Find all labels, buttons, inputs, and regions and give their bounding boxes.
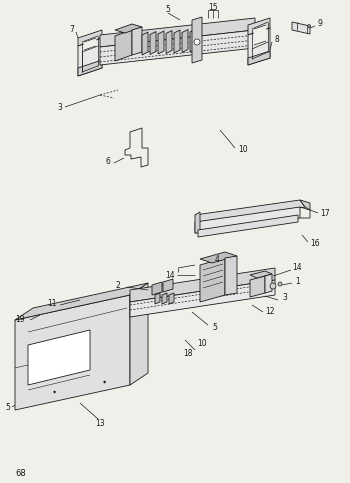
Polygon shape xyxy=(200,258,225,302)
Circle shape xyxy=(270,283,276,289)
Text: 7: 7 xyxy=(70,26,75,34)
Polygon shape xyxy=(192,17,202,63)
Text: ◆: ◆ xyxy=(104,380,106,384)
Text: ◆: ◆ xyxy=(54,391,57,395)
Polygon shape xyxy=(195,207,300,233)
Circle shape xyxy=(278,282,282,286)
Polygon shape xyxy=(115,24,142,33)
Polygon shape xyxy=(78,60,102,76)
Polygon shape xyxy=(78,30,102,46)
Polygon shape xyxy=(248,51,270,65)
Text: 13: 13 xyxy=(95,418,105,427)
Text: 14: 14 xyxy=(292,264,302,272)
Polygon shape xyxy=(174,30,180,53)
Polygon shape xyxy=(225,256,237,295)
Polygon shape xyxy=(248,18,270,35)
Circle shape xyxy=(308,25,310,28)
Polygon shape xyxy=(150,31,156,55)
Polygon shape xyxy=(292,22,310,34)
Text: 10: 10 xyxy=(238,145,248,155)
Text: 16: 16 xyxy=(310,239,320,247)
Polygon shape xyxy=(163,279,173,292)
Polygon shape xyxy=(132,27,142,55)
Text: 17: 17 xyxy=(320,209,330,217)
Text: 5: 5 xyxy=(212,324,217,332)
Text: 6: 6 xyxy=(106,157,111,167)
Polygon shape xyxy=(190,29,196,52)
Text: 5: 5 xyxy=(166,5,170,14)
Polygon shape xyxy=(28,330,90,385)
Polygon shape xyxy=(166,30,172,54)
Polygon shape xyxy=(84,38,96,50)
Polygon shape xyxy=(142,32,148,55)
Polygon shape xyxy=(254,25,266,45)
Polygon shape xyxy=(152,282,162,295)
Text: 68: 68 xyxy=(15,469,26,478)
Polygon shape xyxy=(100,18,255,47)
Text: 3: 3 xyxy=(57,102,62,112)
Text: 4: 4 xyxy=(215,256,219,265)
Text: 5: 5 xyxy=(5,402,10,412)
Text: 11: 11 xyxy=(47,298,57,308)
Text: 2: 2 xyxy=(116,281,120,289)
Polygon shape xyxy=(155,293,160,304)
Polygon shape xyxy=(130,280,275,317)
Polygon shape xyxy=(265,274,272,293)
Polygon shape xyxy=(130,283,148,385)
Polygon shape xyxy=(100,30,255,65)
Polygon shape xyxy=(250,271,272,278)
Text: 9: 9 xyxy=(317,19,322,28)
Polygon shape xyxy=(162,293,167,304)
Polygon shape xyxy=(158,31,164,54)
Text: 12: 12 xyxy=(265,308,275,316)
Polygon shape xyxy=(15,283,148,320)
Text: 3: 3 xyxy=(282,294,287,302)
Polygon shape xyxy=(248,28,270,65)
Text: 15: 15 xyxy=(208,3,218,13)
Text: 19: 19 xyxy=(15,315,25,325)
Polygon shape xyxy=(15,295,130,410)
Text: 8: 8 xyxy=(275,35,279,44)
Polygon shape xyxy=(200,252,237,263)
Polygon shape xyxy=(130,268,275,302)
Polygon shape xyxy=(115,30,132,61)
Text: 18: 18 xyxy=(183,349,193,357)
Circle shape xyxy=(194,39,200,45)
Polygon shape xyxy=(300,200,310,210)
Polygon shape xyxy=(198,215,298,237)
Polygon shape xyxy=(250,276,265,297)
Polygon shape xyxy=(195,212,200,233)
Text: 14: 14 xyxy=(165,270,175,280)
Text: 10: 10 xyxy=(197,339,207,347)
Polygon shape xyxy=(78,38,102,76)
Polygon shape xyxy=(169,293,174,304)
Polygon shape xyxy=(195,200,305,222)
Text: 1: 1 xyxy=(296,278,300,286)
Polygon shape xyxy=(182,29,188,53)
